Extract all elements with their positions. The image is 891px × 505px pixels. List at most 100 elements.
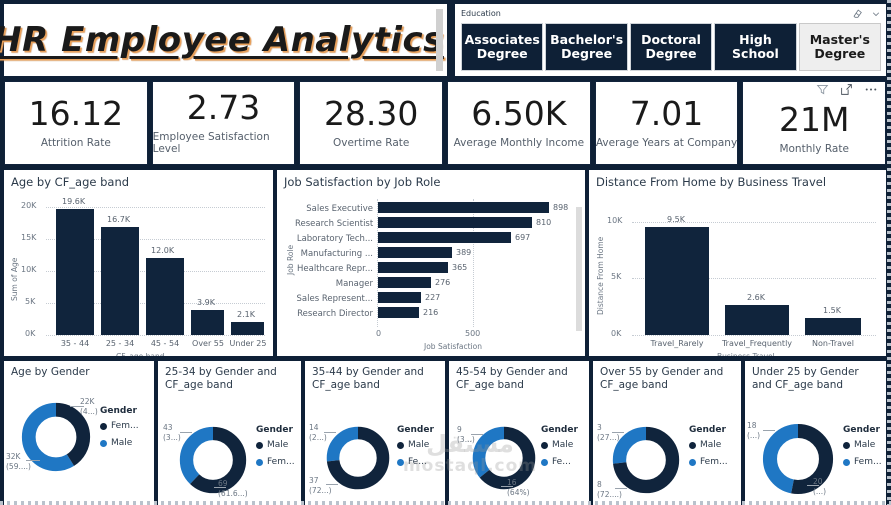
legend-label: Fem... <box>854 457 882 468</box>
chart-scrollbar[interactable] <box>576 207 582 331</box>
education-slicer[interactable]: Education Associate <box>455 4 886 76</box>
chart-row: Age by CF_age band Sum of Age 0K 5K 10K … <box>4 170 886 356</box>
bar-research-scientist[interactable] <box>378 217 532 228</box>
kpi-label: Average Monthly Income <box>453 137 585 149</box>
chart-distance-from-home-by-business-travel[interactable]: Distance From Home by Business Travel Di… <box>589 170 886 356</box>
legend-color-swatch <box>256 458 263 466</box>
donut-45-54-by-gender[interactable]: 45-54 by Gender and CF_age band 9 (3...) … <box>449 361 589 505</box>
slice-label: 20 (...) <box>813 477 827 497</box>
bar-sales-representative[interactable] <box>378 292 421 303</box>
slicer-item-associates-degree[interactable]: Associates Degree <box>461 23 544 71</box>
bar-travel-frequently[interactable] <box>725 305 789 335</box>
kpi-card-average-monthly-income[interactable]: 6.50K Average Monthly Income <box>447 81 591 165</box>
kpi-card-attrition-rate[interactable]: 16.12 Attrition Rate <box>4 81 148 165</box>
donut-row: Age by Gender 22K (4...) 32K (59....) Gend… <box>4 361 886 505</box>
slicer-header-icons <box>852 8 881 19</box>
legend-item-male[interactable]: Male <box>397 440 434 450</box>
chevron-down-icon[interactable] <box>871 9 881 19</box>
bar-laboratory-technician[interactable] <box>378 232 511 243</box>
donut-35-44-by-gender[interactable]: 35-44 by Gender and CF_age band 14 (2...)… <box>305 361 445 505</box>
slicer-item-bachelors-degree[interactable]: Bachelor's Degree <box>545 23 628 71</box>
legend: Gender Male Fe... <box>397 425 434 474</box>
legend-color-swatch <box>843 458 850 466</box>
bar-value-label: 276 <box>435 278 451 287</box>
leader-line <box>807 485 819 487</box>
chart-title: Distance From Home by Business Travel <box>596 175 827 189</box>
bar-healthcare-representative[interactable] <box>378 262 448 273</box>
gridline <box>473 199 474 327</box>
legend-color-swatch <box>541 441 548 449</box>
x-axis-title: Business Travel <box>717 352 775 356</box>
legend-item-female[interactable]: Fem... <box>100 421 139 431</box>
y-tick: 5K <box>25 297 36 306</box>
slicer-title: Education <box>461 9 501 18</box>
kpi-label: Overtime Rate <box>332 137 410 149</box>
legend-item-female[interactable]: Fem... <box>689 457 728 467</box>
focus-mode-icon[interactable] <box>840 83 853 96</box>
plot-area: Job Role Sales Executive Research Scient… <box>277 189 585 351</box>
legend: Gender Male Fem... <box>689 425 728 474</box>
kpi-card-employee-satisfaction-level[interactable]: 2.73 Employee Satisfaction Level <box>151 81 296 165</box>
donut-age-by-gender[interactable]: Age by Gender 22K (4...) 32K (59....) Gend… <box>4 361 154 505</box>
kpi-card-average-years-at-company[interactable]: 7.01 Average Years at Company <box>594 81 739 165</box>
donut-over-55-by-gender[interactable]: Over 55 by Gender and CF_age band 3 (27..… <box>593 361 741 505</box>
filter-icon[interactable] <box>816 83 829 96</box>
bar-research-director[interactable] <box>378 307 419 318</box>
legend-item-female[interactable]: Fe... <box>541 457 578 467</box>
bar-25-34[interactable] <box>101 227 139 335</box>
bar-travel-rarely[interactable] <box>645 227 709 335</box>
y-tick: 10K <box>607 216 623 225</box>
donut-svg <box>762 424 834 495</box>
legend: Gender Fem... Male <box>100 406 139 455</box>
chart-job-satisfaction-by-job-role[interactable]: Job Satisfaction by Job Role Job Role Sa… <box>277 170 585 356</box>
legend-item-female[interactable]: Fe... <box>397 457 434 467</box>
bar-non-travel[interactable] <box>805 318 861 335</box>
bar-sales-executive[interactable] <box>378 202 549 213</box>
legend-item-male[interactable]: Male <box>689 440 728 450</box>
legend-label: Male <box>700 440 722 451</box>
legend-title: Gender <box>100 406 137 417</box>
legend-label: Fe... <box>408 457 427 468</box>
slicer-item-doctoral-degree[interactable]: Doctoral Degree <box>629 23 713 71</box>
slicer-item-high-school[interactable]: High School <box>714 23 797 71</box>
plot-area: 43 (3...) 69 (61.6...) Gender Male Fem... <box>158 392 301 505</box>
more-options-icon[interactable] <box>864 83 878 96</box>
y-tick: Sales Represent... <box>296 294 374 304</box>
x-tick: 0 <box>376 329 382 338</box>
legend-color-swatch <box>397 458 404 466</box>
bar-value-label: 898 <box>553 203 569 212</box>
y-tick: 0K <box>25 329 36 338</box>
legend-item-female[interactable]: Fem... <box>256 457 295 467</box>
slicer-item-masters-degree[interactable]: Master's Degree <box>798 23 882 71</box>
x-axis-title: Job Satisfaction <box>424 342 482 351</box>
y-tick: Sales Executive <box>306 204 373 214</box>
chart-age-by-cf-age-band[interactable]: Age by CF_age band Sum of Age 0K 5K 10K … <box>4 170 273 356</box>
bar-45-54[interactable] <box>146 258 184 335</box>
legend-item-female[interactable]: Fem... <box>843 457 882 467</box>
legend-item-male[interactable]: Male <box>100 438 139 448</box>
plot-area: 14 (2...) 37 (72...) Gender Male Fe... <box>305 392 445 505</box>
slice-label: 8 (72....) <box>597 480 622 500</box>
bar-value-label: 1.5K <box>823 306 841 315</box>
legend-item-male[interactable]: Male <box>541 440 578 450</box>
y-tick: Research Director <box>297 309 373 319</box>
donut-25-34-by-gender[interactable]: 25-34 by Gender and CF_age band 43 (3...)… <box>158 361 301 505</box>
y-axis-title: Sum of Age <box>10 257 19 301</box>
bar-35-44[interactable] <box>56 209 94 335</box>
leader-line <box>324 432 336 434</box>
bar-value-label: 216 <box>423 308 439 317</box>
kpi-card-monthly-rate[interactable]: 21M Monthly Rate <box>742 81 887 165</box>
kpi-card-overtime-rate[interactable]: 28.30 Overtime Rate <box>299 81 444 165</box>
bar-manager[interactable] <box>378 277 431 288</box>
legend-item-male[interactable]: Male <box>256 440 295 450</box>
title-panel-scrollbar[interactable] <box>436 9 443 71</box>
bar-under-25[interactable] <box>231 322 264 335</box>
bar-manufacturing-director[interactable] <box>378 247 452 258</box>
y-tick: 15K <box>21 233 37 242</box>
donut-under-25-by-gender[interactable]: Under 25 by Gender and CF_age band 18 (..… <box>745 361 886 505</box>
legend-item-male[interactable]: Male <box>843 440 882 450</box>
eraser-icon[interactable] <box>852 8 863 19</box>
y-tick: Manager <box>335 279 373 289</box>
plot-area: Distance From Home 0K 5K 10K 9.5K 2.6K 1… <box>589 189 886 356</box>
bar-over-55[interactable] <box>191 310 224 335</box>
